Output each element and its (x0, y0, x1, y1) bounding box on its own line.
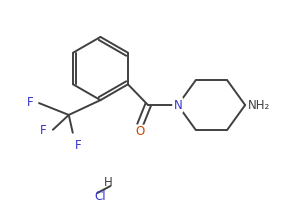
Text: O: O (136, 125, 145, 138)
Text: N: N (173, 99, 182, 111)
Text: H: H (104, 176, 113, 189)
Text: F: F (26, 96, 33, 109)
Text: NH₂: NH₂ (248, 99, 270, 111)
Text: F: F (75, 139, 81, 152)
Text: Cl: Cl (95, 190, 106, 203)
Text: F: F (40, 124, 47, 137)
